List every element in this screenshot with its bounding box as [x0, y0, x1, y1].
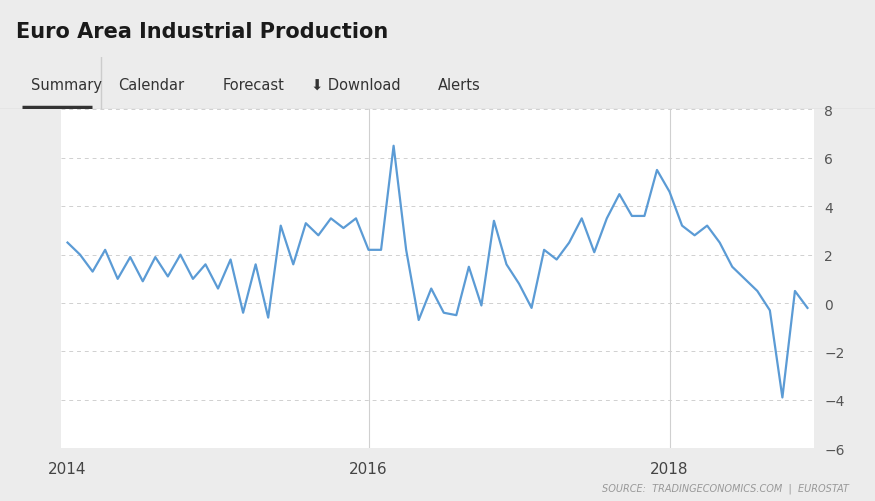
Text: ⬇ Download: ⬇ Download — [311, 78, 400, 93]
Text: Euro Area Industrial Production: Euro Area Industrial Production — [16, 22, 388, 42]
Text: Calendar: Calendar — [118, 78, 185, 93]
Text: Forecast: Forecast — [223, 78, 285, 93]
Text: Summary: Summary — [31, 78, 102, 93]
Text: SOURCE:  TRADINGECONOMICS.COM  |  EUROSTAT: SOURCE: TRADINGECONOMICS.COM | EUROSTAT — [602, 483, 849, 493]
Text: Alerts: Alerts — [438, 78, 480, 93]
